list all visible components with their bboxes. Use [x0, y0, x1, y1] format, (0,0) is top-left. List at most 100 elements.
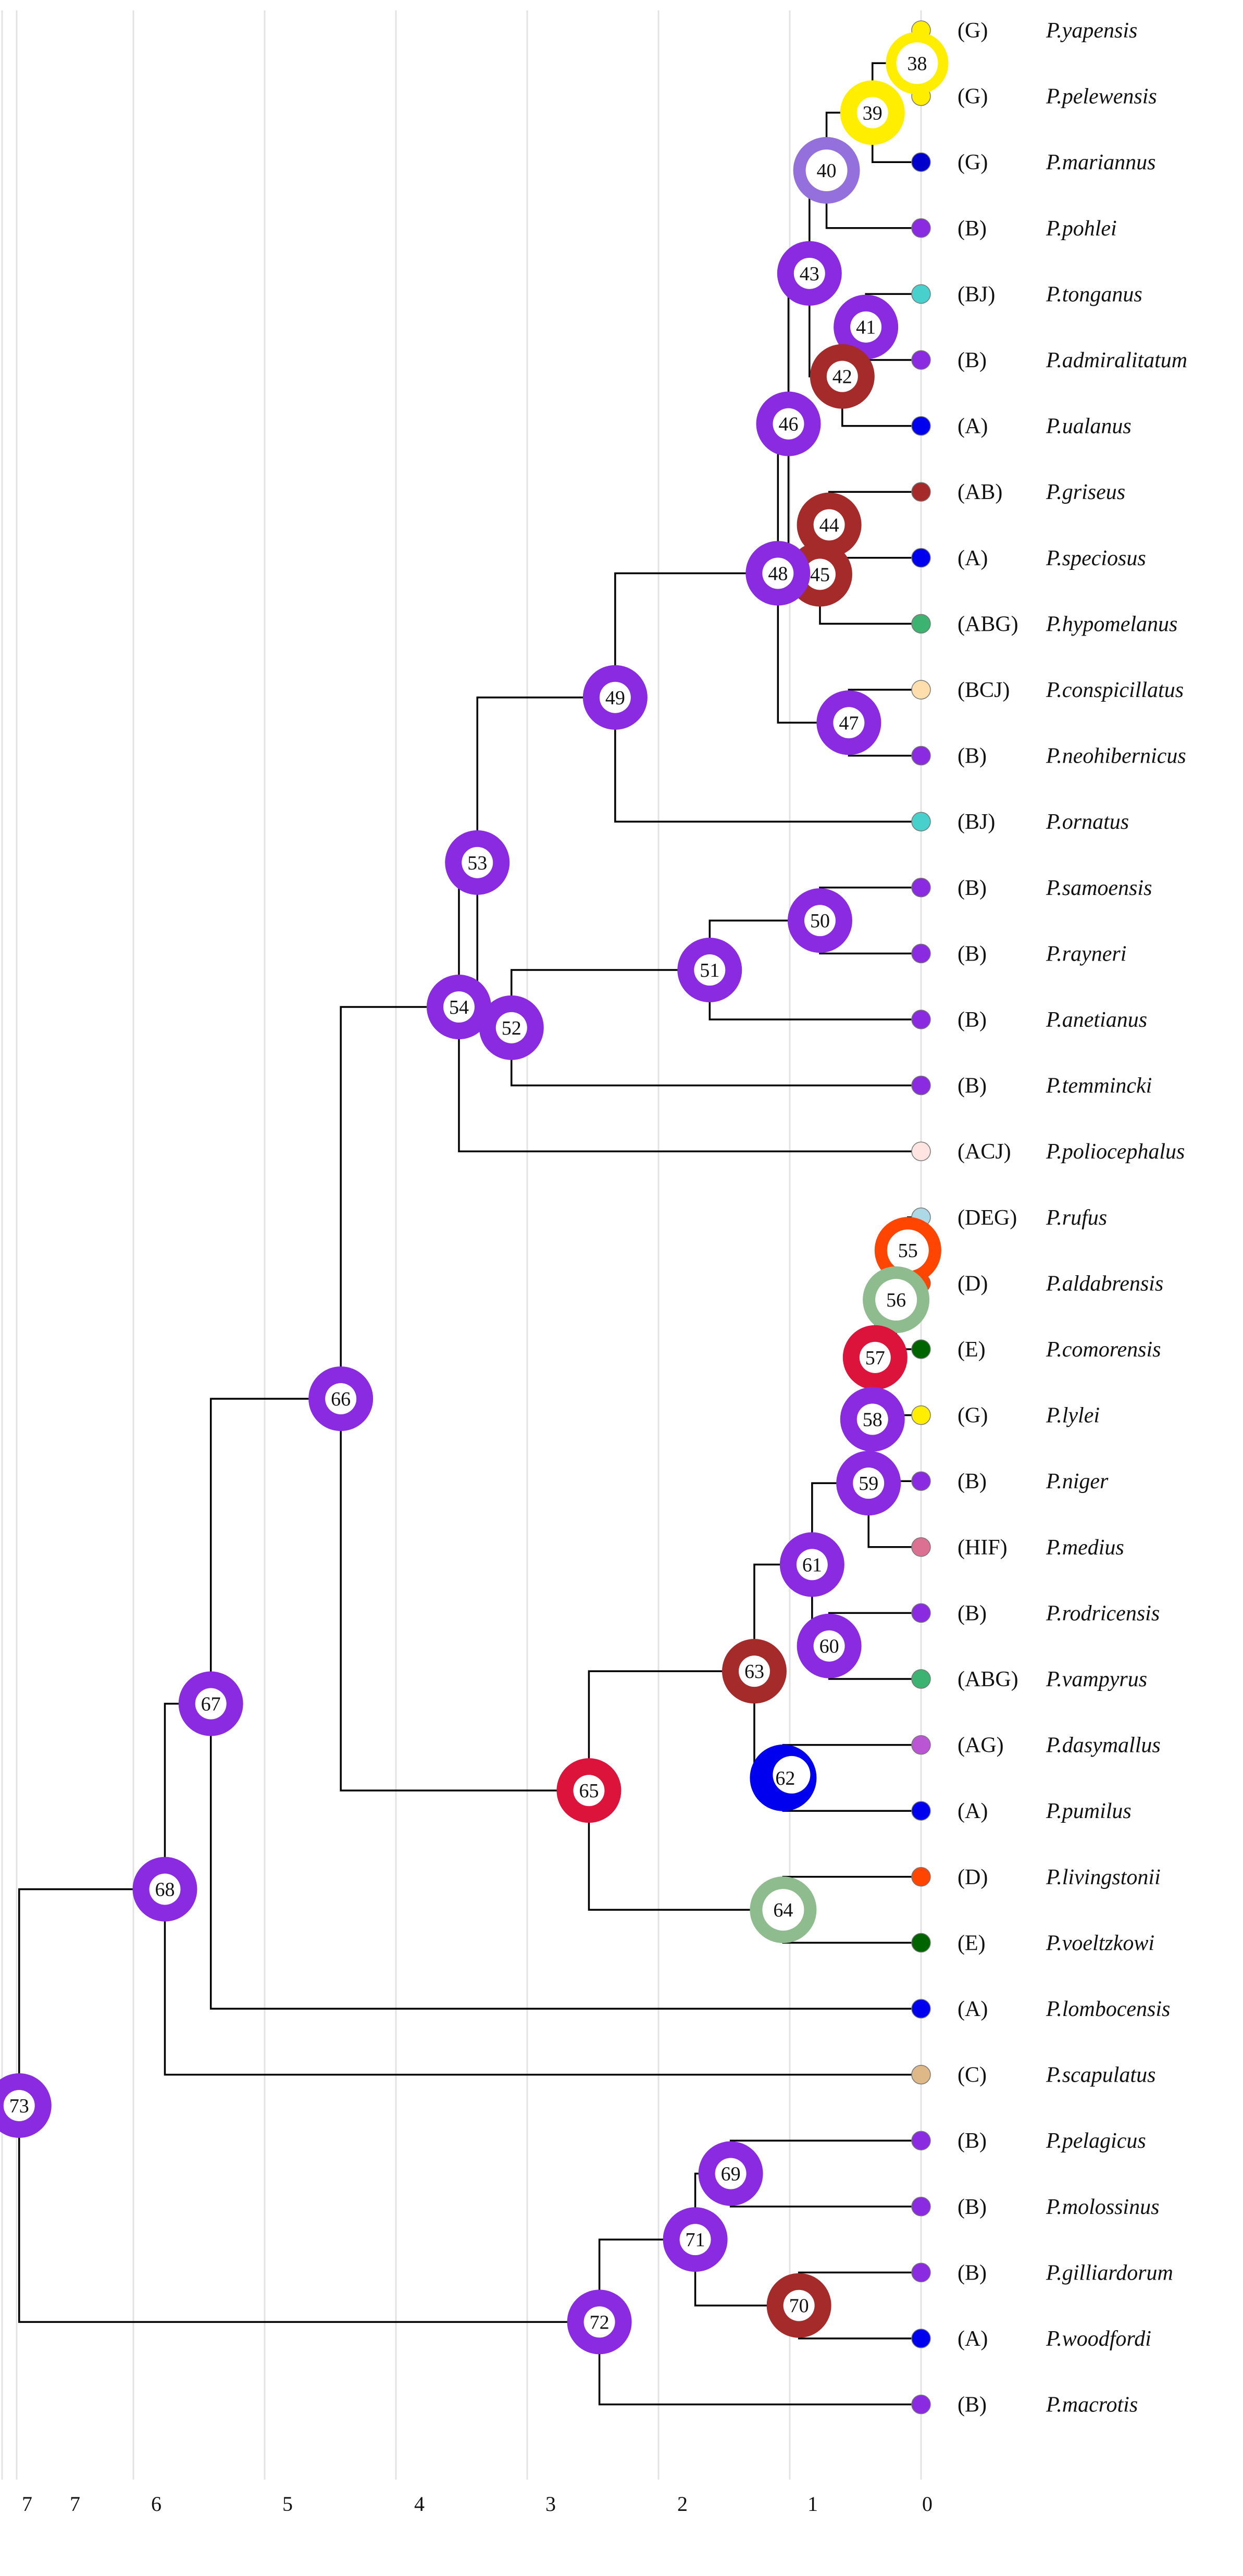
tip-row: (BCJ) P.conspicillatus	[911, 678, 1184, 702]
node-51: 51	[677, 938, 742, 1003]
tip-row: (B) P.temmincki	[911, 1074, 1152, 1098]
branch	[614, 572, 778, 698]
branch	[340, 1006, 459, 1399]
tip-row: (A) P.ualanus	[911, 415, 1132, 439]
tip-area-label: (BCJ)	[958, 678, 1010, 702]
node-center	[804, 558, 836, 590]
tip-row: (AG) P.dasymallus	[911, 1734, 1161, 1758]
node-center	[573, 1775, 605, 1807]
node-66: 66	[308, 1366, 374, 1432]
node-label: 45	[810, 564, 830, 586]
tip-taxon-label: P.temmincki	[1046, 1074, 1152, 1098]
tip-area-label: (A)	[958, 415, 988, 439]
node-label: 38	[907, 53, 927, 74]
tip-row: (G) P.pelewensis	[911, 85, 1157, 109]
node-label: 44	[819, 515, 839, 537]
tip-row: (E) P.voeltzkowi	[911, 1931, 1154, 1955]
tip-range-dot	[911, 482, 931, 502]
branch	[18, 2105, 600, 2323]
tip-taxon-label: P.samoensis	[1046, 876, 1152, 900]
tip-area-label: (B)	[958, 349, 987, 372]
tip-range-dot	[911, 1075, 931, 1096]
node-58: 58	[840, 1387, 905, 1452]
tip-row: (BJ) P.ornatus	[911, 810, 1129, 834]
tip-taxon-label: P.lylei	[1046, 1404, 1100, 1428]
node-50: 50	[787, 888, 852, 953]
tip-taxon-label: P.pelagicus	[1046, 2129, 1146, 2153]
axis-tick-label: 7	[22, 2492, 32, 2516]
tip-range-dot	[911, 1141, 931, 1161]
tip-area-label: (A)	[958, 1997, 988, 2021]
axis-tick-label: 3	[545, 2492, 556, 2516]
tip-taxon-label: P.livingstonii	[1046, 1865, 1161, 1889]
node-label: 47	[839, 712, 859, 734]
ancestral-nodes: 38 39 40 41 42 43 44 45 46 47 48 49 50 51 52 53 54 55 56 57…	[0, 32, 949, 2355]
tip-taxon-label: P.aldabrensis	[1046, 1272, 1163, 1296]
tip-taxon-label: P.niger	[1046, 1470, 1109, 1494]
tip-taxon-label: P.dasymallus	[1046, 1734, 1161, 1758]
tip-labels: (G) P.yapensis (G) P.pelewensis (G) P.mariann…	[911, 19, 1187, 2417]
tip-area-label: (D)	[958, 1272, 988, 1296]
branch	[458, 1007, 921, 1152]
tip-area-label: (B)	[958, 942, 987, 966]
tip-range-dot	[911, 1801, 931, 1821]
node-center	[762, 557, 794, 589]
tip-area-label: (B)	[958, 2195, 987, 2219]
branch	[164, 1889, 921, 2076]
branch	[209, 1398, 341, 1704]
node-center	[826, 360, 858, 392]
node-label: 58	[863, 1409, 882, 1431]
node-center	[149, 1873, 181, 1905]
tip-area-label: (BJ)	[958, 810, 995, 834]
tip-row: (E) P.comorensis	[911, 1338, 1161, 1362]
tip-area-label: (G)	[958, 85, 988, 109]
node-center	[599, 681, 631, 713]
tip-taxon-label: P.admiralitatum	[1046, 349, 1187, 372]
tip-area-label: (B)	[958, 1074, 987, 1098]
tip-range-dot	[911, 614, 931, 634]
tip-range-dot	[911, 1010, 931, 1029]
tip-range-dot	[911, 1933, 931, 1953]
tip-row: (B) P.macrotis	[911, 2393, 1138, 2417]
branch	[588, 1670, 754, 1791]
node-68: 68	[132, 1857, 197, 1922]
tip-taxon-label: P.woodfordi	[1046, 2327, 1151, 2351]
branch	[476, 696, 615, 863]
node-39: 39	[840, 80, 905, 145]
tip-row: (AB) P.griseus	[911, 480, 1125, 504]
tip-taxon-label: P.poliocephalus	[1046, 1140, 1185, 1164]
axis-tick-label: 0	[922, 2492, 933, 2516]
tree-branches	[18, 29, 921, 2406]
node-center	[859, 1341, 891, 1373]
node-label: 59	[859, 1473, 878, 1495]
tip-range-dot	[911, 1603, 931, 1623]
node-69: 69	[698, 2141, 763, 2206]
node-73: 73	[0, 2073, 52, 2138]
tip-taxon-label: P.conspicillatus	[1046, 678, 1184, 702]
tip-row: (ABG) P.hypomelanus	[911, 612, 1177, 636]
tip-row: (A) P.pumilus	[911, 1799, 1132, 1823]
node-53: 53	[445, 830, 510, 895]
node-41: 41	[834, 294, 899, 359]
branch	[614, 697, 921, 823]
tip-area-label: (B)	[958, 1470, 987, 1494]
tip-range-dot	[911, 416, 931, 436]
tip-area-label: (B)	[958, 876, 987, 900]
node-center	[783, 2289, 815, 2321]
node-62: 62	[750, 1744, 817, 1811]
node-label: 46	[778, 414, 798, 435]
node-46: 46	[756, 391, 821, 456]
tip-row: (B) P.molossinus	[911, 2195, 1159, 2219]
node-label: 65	[579, 1780, 599, 1802]
tip-area-label: (AG)	[958, 1734, 1004, 1758]
node-40: 40	[793, 137, 860, 204]
tip-taxon-label: P.macrotis	[1046, 2393, 1138, 2417]
axis-tick-label: 1	[807, 2492, 818, 2516]
tip-taxon-label: P.yapensis	[1046, 19, 1137, 43]
node-center	[796, 1549, 828, 1581]
tip-taxon-label: P.voeltzkowi	[1046, 1931, 1154, 1955]
tip-taxon-label: P.molossinus	[1046, 2195, 1159, 2219]
node-label: 54	[449, 997, 469, 1018]
node-center	[896, 42, 938, 84]
tip-area-label: (ABG)	[958, 1667, 1018, 1691]
